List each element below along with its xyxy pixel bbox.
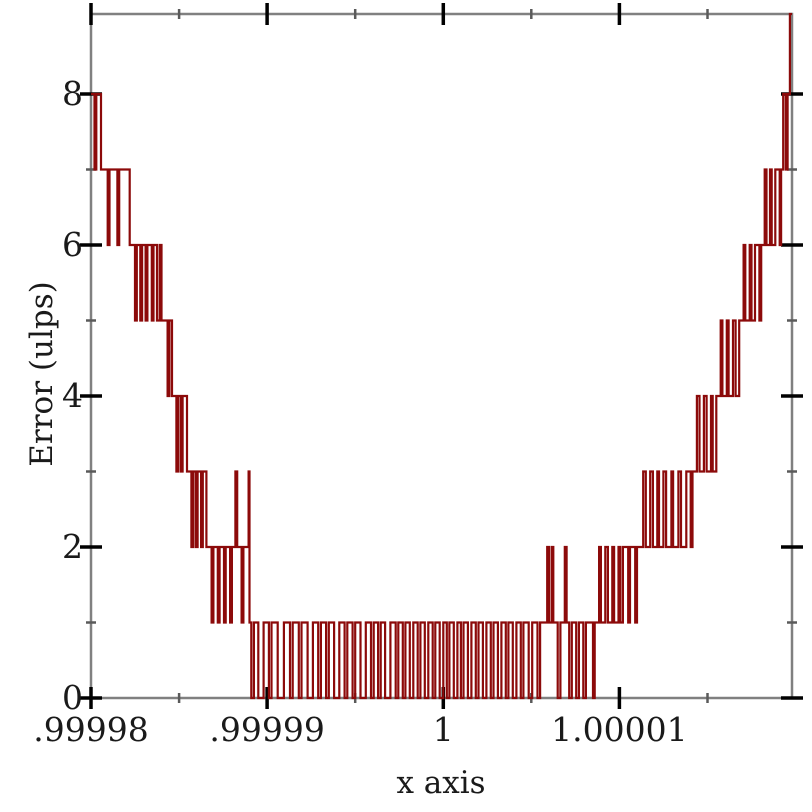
plot-frame: [89, 12, 794, 700]
y-axis-title: Error (ulps): [24, 281, 60, 467]
y-tick-label: 2: [62, 527, 83, 566]
x-tick-label: 1.00001: [551, 710, 687, 749]
x-tick-label: 1: [433, 710, 454, 749]
y-tick-label: 8: [62, 74, 83, 113]
y-tick-label: 0: [62, 678, 83, 717]
x-tick-label: .99999: [209, 710, 324, 749]
error-step-line: [91, 12, 792, 700]
x-tick-label: .99998: [33, 710, 148, 749]
x-axis-title: x axis: [396, 765, 486, 801]
y-tick-label: 4: [62, 376, 83, 415]
y-tick-label: 6: [62, 225, 83, 264]
